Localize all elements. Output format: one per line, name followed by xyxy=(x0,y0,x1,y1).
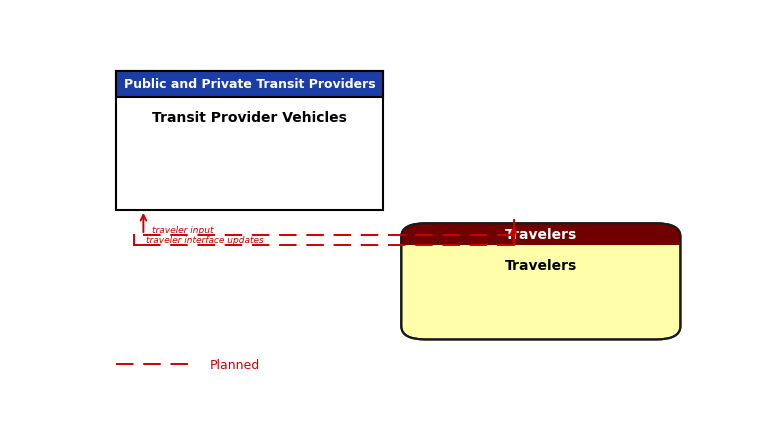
FancyBboxPatch shape xyxy=(402,224,680,340)
FancyBboxPatch shape xyxy=(116,71,383,98)
FancyBboxPatch shape xyxy=(402,224,680,245)
Text: Planned: Planned xyxy=(210,358,261,371)
FancyBboxPatch shape xyxy=(402,233,680,245)
Text: Public and Private Transit Providers: Public and Private Transit Providers xyxy=(124,78,375,91)
Text: Travelers: Travelers xyxy=(505,227,577,242)
Text: traveler input: traveler input xyxy=(153,225,214,234)
Text: Travelers: Travelers xyxy=(505,258,577,273)
Text: Transit Provider Vehicles: Transit Provider Vehicles xyxy=(152,111,347,125)
Text: traveler interface updates: traveler interface updates xyxy=(146,235,264,244)
FancyBboxPatch shape xyxy=(116,71,383,211)
